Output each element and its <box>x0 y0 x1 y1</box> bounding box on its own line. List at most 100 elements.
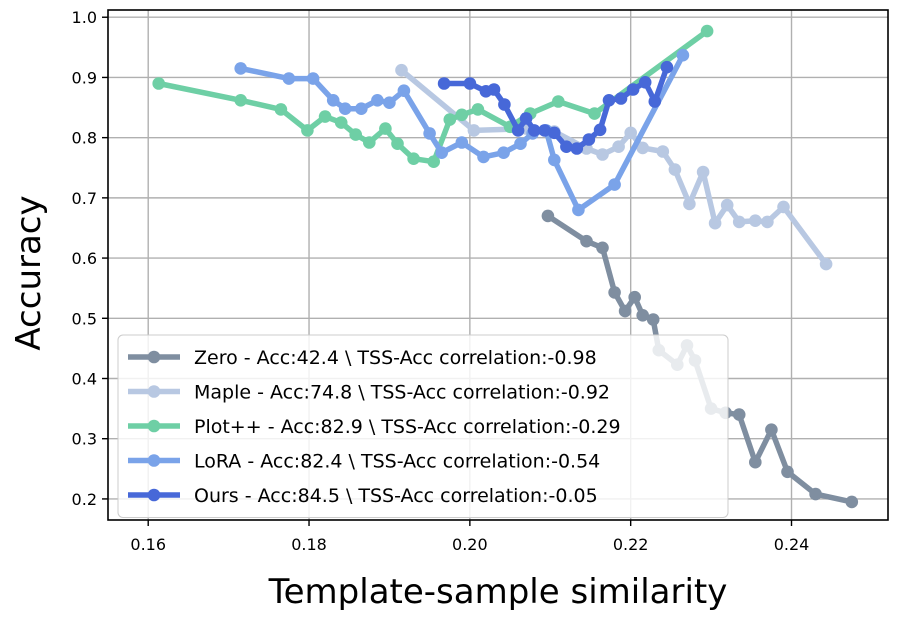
y-tick-label: 0.4 <box>72 370 97 389</box>
data-point <box>437 77 451 90</box>
legend-label: Ours - Acc:84.5 \ TSS-Acc correlation:-0… <box>194 485 598 507</box>
data-point <box>608 178 621 191</box>
data-point <box>749 455 762 469</box>
data-point <box>732 408 746 421</box>
data-point <box>379 122 392 135</box>
data-point <box>301 124 314 137</box>
plot-frame <box>107 9 889 521</box>
y-tick-label: 1.0 <box>72 8 97 27</box>
data-point <box>602 94 616 107</box>
data-point <box>646 313 660 326</box>
data-point <box>371 94 384 107</box>
data-point <box>234 94 247 107</box>
legend-label: LoRA - Acc:82.4 \ TSS-Acc correlation:-0… <box>194 451 600 473</box>
legend-swatch-marker <box>147 454 161 467</box>
data-point <box>338 102 352 115</box>
data-point <box>326 94 340 107</box>
x-tick-label: 0.18 <box>291 535 327 554</box>
axis-ticks: 0.16 0.18 0.20 0.22 0.24 0.2 0.3 0.4 0.5 0.6 0.7 0.… <box>72 8 810 554</box>
y-tick-label: 0.5 <box>72 309 97 328</box>
x-axis-label: Template-sample similarity <box>268 572 728 612</box>
data-point <box>435 146 449 159</box>
series-1 <box>395 63 833 271</box>
legend-entry: Ours - Acc:84.5 \ TSS-Acc correlation:-0… <box>128 485 598 507</box>
data-point <box>720 198 734 212</box>
data-point <box>656 145 670 158</box>
data-point <box>391 137 404 150</box>
legend-label: Plot++ - Acc:82.9 \ TSS-Acc correlation:… <box>194 416 621 438</box>
data-point <box>676 48 690 62</box>
data-point <box>477 150 490 164</box>
data-point <box>349 128 363 141</box>
data-point <box>624 126 637 140</box>
data-point <box>427 155 441 168</box>
data-point <box>608 286 621 299</box>
data-point <box>463 77 477 90</box>
data-point <box>612 140 625 153</box>
data-point <box>819 257 833 271</box>
data-point <box>648 95 662 108</box>
data-point <box>282 72 296 85</box>
data-point <box>593 123 607 137</box>
data-point <box>596 148 609 161</box>
legend-swatch-marker <box>147 350 161 364</box>
legend-entry: Zero - Acc:42.4 \ TSS-Acc correlation:-0… <box>128 347 597 369</box>
data-point <box>498 98 511 111</box>
legend-swatch-marker <box>147 419 161 433</box>
data-point <box>548 153 561 167</box>
data-point <box>538 124 551 137</box>
data-point <box>809 487 822 501</box>
data-point <box>845 495 859 509</box>
x-tick-label: 0.24 <box>774 535 810 554</box>
legend-entry: Maple - Acc:74.8 \ TSS-Acc correlation:-… <box>128 382 610 404</box>
data-point <box>306 72 320 85</box>
data-point <box>781 465 794 479</box>
data-point <box>318 110 332 123</box>
data-point <box>527 124 541 137</box>
data-point <box>363 136 376 149</box>
y-tick-label: 0.8 <box>72 129 97 148</box>
data-point <box>668 163 682 176</box>
series-4 <box>437 60 674 155</box>
data-point <box>572 203 585 217</box>
legend-swatch-marker <box>147 488 161 502</box>
legend-entry: LoRA - Acc:82.4 \ TSS-Acc correlation:-0… <box>128 451 600 473</box>
legend-swatch-marker <box>147 385 161 398</box>
data-point <box>777 200 790 214</box>
legend-label: Zero - Acc:42.4 \ TSS-Acc correlation:-0… <box>194 347 597 369</box>
data-point <box>234 62 247 75</box>
data-point <box>708 216 722 230</box>
data-point <box>582 133 596 146</box>
data-point <box>548 126 561 140</box>
data-point <box>560 140 573 153</box>
x-tick-label: 0.22 <box>613 535 649 554</box>
data-point <box>588 107 601 120</box>
data-point <box>614 92 628 105</box>
y-tick-label: 0.2 <box>72 490 97 509</box>
data-point <box>732 215 746 229</box>
data-point <box>383 96 396 109</box>
x-tick-label: 0.20 <box>452 535 488 554</box>
data-point <box>552 95 565 108</box>
y-tick-label: 0.6 <box>72 249 97 268</box>
data-point <box>487 83 501 96</box>
data-point <box>397 84 411 97</box>
data-point <box>660 60 674 74</box>
data-point <box>628 290 641 304</box>
data-point <box>497 146 510 159</box>
data-point <box>514 137 527 150</box>
data-point <box>443 113 457 126</box>
data-point <box>274 103 288 116</box>
y-axis-label: Accuracy <box>9 195 49 350</box>
data-point <box>407 152 420 165</box>
data-point <box>696 165 710 179</box>
data-point <box>580 234 593 248</box>
data-point <box>455 136 469 149</box>
series-lines <box>152 24 859 509</box>
data-point <box>519 112 533 125</box>
data-point <box>765 423 778 437</box>
legend-box <box>117 334 729 518</box>
data-point <box>334 116 348 129</box>
